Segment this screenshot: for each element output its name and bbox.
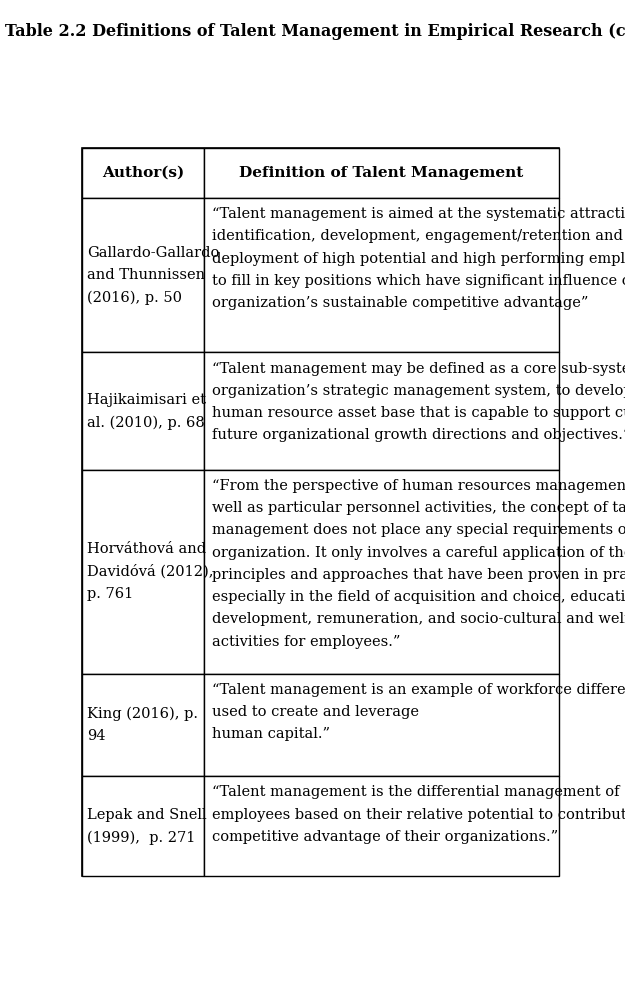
Bar (82, 352, 204, 470)
Text: “Talent management is aimed at the systematic attraction,
identification, develo: “Talent management is aimed at the syste… (213, 208, 625, 311)
Text: “Talent management is an example of workforce differentiation
used to create and: “Talent management is an example of work… (213, 683, 625, 742)
Bar (82, 470, 204, 674)
Bar (204, 198, 559, 352)
Text: Gallardo-Gallardo
and Thunnissen
(2016), p. 50: Gallardo-Gallardo and Thunnissen (2016),… (87, 245, 219, 305)
Text: Author(s): Author(s) (102, 166, 184, 180)
Bar (204, 470, 559, 674)
Text: Lepak and Snell
(1999),  p. 271: Lepak and Snell (1999), p. 271 (87, 808, 206, 845)
Bar (204, 352, 559, 470)
Text: “Talent management is the differential management of
employees based on their re: “Talent management is the differential m… (213, 785, 625, 844)
Text: King (2016), p.
94: King (2016), p. 94 (87, 707, 198, 744)
Bar (82, 147, 204, 198)
Text: Hajikaimisari et
al. (2010), p. 68: Hajikaimisari et al. (2010), p. 68 (87, 393, 206, 429)
Bar (82, 776, 204, 876)
Bar (82, 674, 204, 776)
Text: Horváthová and
Davidóvá (2012),
p. 761: Horváthová and Davidóvá (2012), p. 761 (87, 542, 213, 601)
Text: Definition of Talent Management: Definition of Talent Management (239, 166, 523, 180)
Text: “Talent management may be defined as a core sub-system of an
organization’s stra: “Talent management may be defined as a c… (213, 362, 625, 442)
Bar (204, 776, 559, 876)
Text: Table 2.2 Definitions of Talent Management in Empirical Research (cont.): Table 2.2 Definitions of Talent Manageme… (5, 23, 625, 40)
Bar (204, 674, 559, 776)
Bar (82, 198, 204, 352)
Bar (204, 147, 559, 198)
Text: “From the perspective of human resources management task as
well as particular p: “From the perspective of human resources… (213, 479, 625, 649)
